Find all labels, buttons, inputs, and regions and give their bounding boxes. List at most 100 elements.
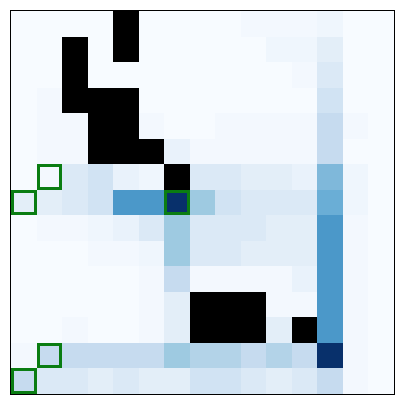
floor-cell [189,189,216,216]
floor-cell [317,164,344,191]
floor-cell [189,36,216,63]
floor-cell [317,266,344,293]
wall-cell [113,11,140,37]
floor-cell [215,138,242,165]
floor-cell [215,240,242,267]
floor-cell [11,317,37,344]
wall-cell [189,317,216,344]
floor-cell [215,164,242,191]
floor-cell [36,113,63,140]
floor-cell [164,291,191,318]
floor-cell [215,87,242,114]
floor-cell [266,240,293,267]
floor-cell [266,342,293,369]
floor-cell [342,113,369,140]
floor-cell [240,266,267,293]
floor-cell [215,36,242,63]
floor-cell [189,11,216,37]
floor-cell [291,240,318,267]
floor-cell [317,62,344,89]
floor-cell [215,11,242,37]
floor-cell [342,189,369,216]
floor-cell [11,266,37,293]
floor-cell [368,317,395,344]
floor-cell [215,113,242,140]
floor-cell [62,215,89,242]
floor-cell [113,317,140,344]
floor-cell [87,189,114,216]
floor-cell [164,36,191,63]
floor-cell [317,87,344,114]
wall-cell [215,291,242,318]
floor-cell [266,291,293,318]
floor-cell [138,240,165,267]
floor-cell [368,36,395,63]
floor-cell [11,342,37,369]
floor-cell [368,113,395,140]
floor-cell [189,113,216,140]
floor-cell [342,87,369,114]
floor-cell [62,368,89,395]
wall-cell [62,36,89,63]
floor-cell [164,138,191,165]
floor-cell [87,11,114,37]
floor-cell [87,317,114,344]
floor-cell [87,215,114,242]
floor-cell [368,342,395,369]
floor-cell [62,164,89,191]
floor-cell [240,164,267,191]
floor-cell [342,138,369,165]
floor-cell [291,138,318,165]
floor-cell [240,113,267,140]
floor-cell [342,317,369,344]
floor-cell [11,113,37,140]
floor-cell [317,342,344,369]
wall-cell [138,138,165,165]
floor-cell [215,189,242,216]
floor-cell [164,215,191,242]
floor-cell [36,164,63,191]
floor-cell [291,291,318,318]
floor-cell [317,113,344,140]
floor-cell [87,291,114,318]
floor-cell [291,113,318,140]
floor-cell [291,62,318,89]
floor-cell [36,11,63,37]
floor-cell [11,215,37,242]
wall-cell [240,317,267,344]
floor-cell [113,342,140,369]
game-board[interactable] [10,10,395,395]
floor-cell [317,368,344,395]
floor-cell [342,215,369,242]
floor-cell [189,240,216,267]
floor-cell [164,62,191,89]
floor-cell [368,138,395,165]
floor-cell [138,113,165,140]
floor-cell [138,215,165,242]
wall-cell [113,113,140,140]
floor-cell [215,215,242,242]
floor-cell [113,266,140,293]
floor-cell [291,342,318,369]
floor-cell [266,11,293,37]
floor-cell [189,368,216,395]
floor-cell [62,266,89,293]
floor-cell [342,164,369,191]
floor-cell [36,368,63,395]
wall-cell [240,291,267,318]
floor-cell [266,317,293,344]
floor-cell [36,36,63,63]
floor-cell [240,189,267,216]
floor-cell [87,342,114,369]
floor-cell [189,342,216,369]
floor-cell [317,317,344,344]
floor-cell [240,342,267,369]
wall-cell [189,291,216,318]
floor-cell [164,368,191,395]
floor-cell [317,189,344,216]
floor-cell [291,368,318,395]
floor-cell [164,189,191,216]
floor-cell [11,138,37,165]
floor-cell [113,240,140,267]
